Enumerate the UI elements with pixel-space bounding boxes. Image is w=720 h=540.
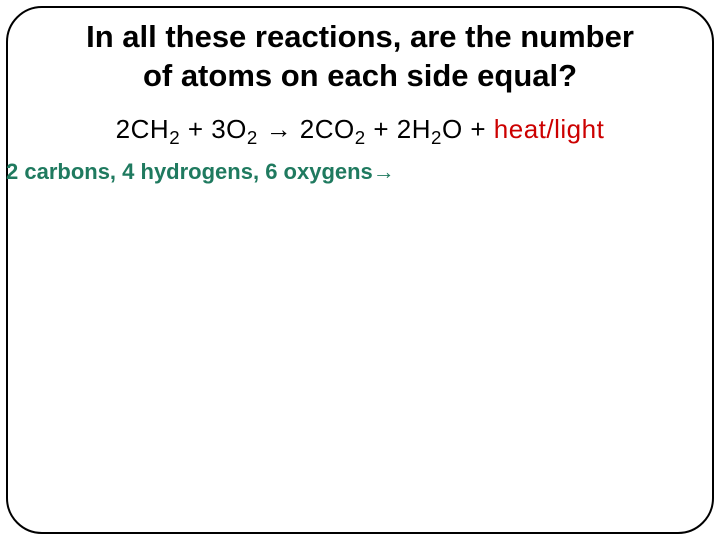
eq-part <box>258 114 266 144</box>
eq-part: 2CH <box>116 114 170 144</box>
arrow-icon: → <box>266 114 293 144</box>
eq-part: 2CO <box>292 114 355 144</box>
atom-count-line: 2 carbons, 4 hydrogens, 6 oxygens→ <box>6 159 702 185</box>
chemical-equation: 2CH2 + 3O2 → 2CO2 + 2H2O + heat/light <box>18 114 702 149</box>
title-atoms-word: atoms <box>181 57 272 96</box>
eq-part: + 2H <box>366 114 431 144</box>
arrow-icon: → <box>373 159 395 184</box>
slide-content: In all these reactions, are the number o… <box>0 18 720 185</box>
count-text: 2 carbons, 4 hydrogens, 6 oxygens <box>6 159 373 184</box>
eq-part: O + <box>442 114 494 144</box>
eq-sub: 2 <box>431 127 442 148</box>
title-line2-prefix: of <box>143 58 181 93</box>
eq-sub: 2 <box>169 127 180 148</box>
eq-sub: 2 <box>355 127 366 148</box>
eq-part: + 3O <box>180 114 247 144</box>
title-line1: In all these reactions, are the number <box>86 19 634 54</box>
eq-heat-light: heat/light <box>494 114 605 144</box>
eq-sub: 2 <box>247 127 258 148</box>
title-line2-suffix: on each side equal? <box>272 58 577 93</box>
slide-title: In all these reactions, are the number o… <box>18 18 702 96</box>
